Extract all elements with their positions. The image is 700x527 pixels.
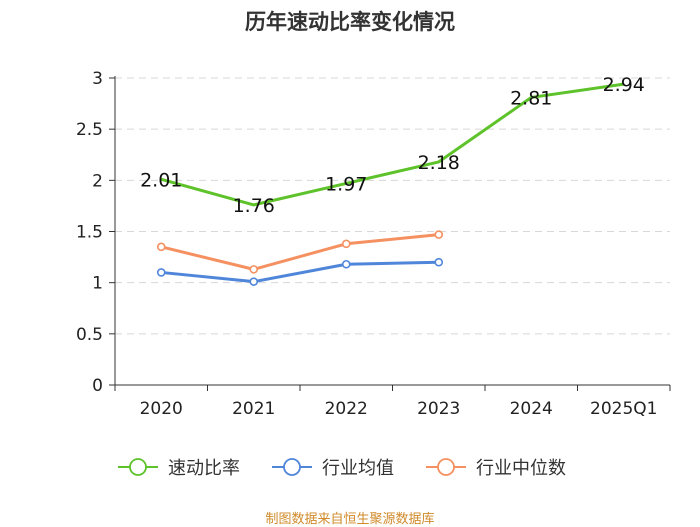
y-tick-label: 2 xyxy=(92,171,103,191)
series-line xyxy=(160,233,439,271)
legend-label: 行业均值 xyxy=(322,458,394,479)
y-tick-label: 2.5 xyxy=(76,120,103,140)
legend-marker xyxy=(129,458,147,476)
legend-label: 行业中位数 xyxy=(476,458,566,479)
data-label: 2.01 xyxy=(140,169,182,191)
data-label: 2.81 xyxy=(510,87,552,109)
series-0 xyxy=(160,82,624,207)
y-tick-label: 1 xyxy=(92,274,103,294)
series-1 xyxy=(156,257,444,286)
x-tick-label: 2025Q1 xyxy=(590,399,657,419)
legend-item-1[interactable]: 行业均值 xyxy=(272,458,394,479)
data-point[interactable] xyxy=(156,268,166,277)
x-tick-label: 2022 xyxy=(325,399,368,419)
data-point[interactable] xyxy=(341,259,351,269)
legend-item-0[interactable]: 速动比率 xyxy=(118,458,240,479)
y-tick-label: 1.5 xyxy=(76,223,103,243)
data-point[interactable] xyxy=(434,230,444,239)
data-point[interactable] xyxy=(249,265,259,274)
legend-item-2[interactable]: 行业中位数 xyxy=(426,458,566,479)
data-label: 1.97 xyxy=(325,173,367,195)
series-line xyxy=(160,82,624,207)
y-tick-label: 0.5 xyxy=(76,325,103,345)
axis-layer: 0 0.5 1 1.5 2 2.5 3 2020 2021 2022 2023 2024 2025Q1 xyxy=(76,69,671,419)
legend[interactable]: 速动比率 行业均值 行业中位数 xyxy=(118,458,566,479)
series-2 xyxy=(156,230,444,274)
data-point[interactable] xyxy=(156,242,166,252)
chart-title: 历年速动比率变化情况 xyxy=(245,10,455,34)
x-tick-label: 2023 xyxy=(417,399,460,419)
grid-layer xyxy=(115,77,670,335)
x-tick-label: 2021 xyxy=(232,399,275,419)
data-point[interactable] xyxy=(249,277,259,286)
series-layer xyxy=(156,82,624,286)
series-line xyxy=(161,260,439,284)
source-note: 制图数据来自恒生聚源数据库 xyxy=(265,512,435,527)
data-label: 2.18 xyxy=(418,152,460,174)
legend-marker xyxy=(283,458,301,476)
data-point[interactable] xyxy=(434,257,444,267)
label-layer: 2.01 1.76 1.97 2.18 2.81 2.94 xyxy=(140,74,645,217)
data-label: 2.94 xyxy=(603,74,645,96)
legend-label: 速动比率 xyxy=(168,458,240,479)
x-tick-label: 2020 xyxy=(140,399,183,419)
legend-marker xyxy=(437,458,455,476)
data-label: 1.76 xyxy=(233,195,275,217)
x-tick-label: 2024 xyxy=(510,399,553,419)
y-tick-label: 3 xyxy=(92,69,103,89)
data-point[interactable] xyxy=(341,239,351,249)
y-tick-label: 0 xyxy=(92,376,103,396)
